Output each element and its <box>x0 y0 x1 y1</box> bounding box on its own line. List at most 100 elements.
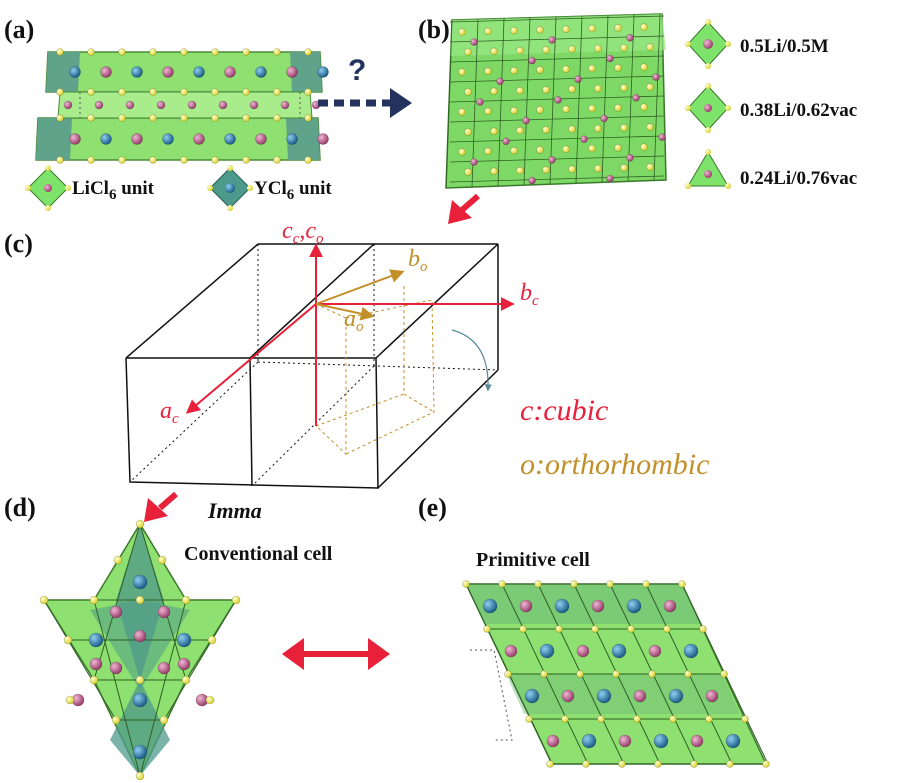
legend-cubic: c:cubic <box>520 394 608 427</box>
chlorine-atom <box>458 108 466 116</box>
chlorine-atom <box>576 670 584 678</box>
lithium-atom <box>157 605 171 619</box>
lithium-atom <box>249 100 259 110</box>
chlorine-atom <box>504 670 512 678</box>
chlorine-atom <box>211 48 219 56</box>
chlorine-atom <box>594 164 602 173</box>
legend-mixed: 0.5Li/0.5M <box>685 19 829 69</box>
chlorine-atom <box>620 164 628 172</box>
yttrium-atom <box>100 133 112 145</box>
chlorine-atom <box>588 64 596 73</box>
chlorine-atom <box>135 519 145 529</box>
conventional-cell-title: Conventional cell <box>184 543 333 565</box>
chlorine-atom <box>87 114 95 122</box>
chlorine-atom <box>612 670 620 678</box>
red-pointer-c-to-d <box>144 491 178 522</box>
chlorine-atom <box>582 760 590 768</box>
orthorhombic-axes <box>315 269 405 321</box>
chlorine-atom <box>536 66 544 74</box>
legend-licl6-label: LiCl6 unit <box>72 178 155 203</box>
chlorine-atom <box>490 167 498 176</box>
chlorine-atom <box>273 48 281 56</box>
chlorine-atom <box>87 88 95 96</box>
lithium-atom <box>125 100 135 110</box>
lithium-atom <box>131 133 143 145</box>
chlorine-atom <box>458 28 466 36</box>
lithium-atom <box>109 605 123 619</box>
chlorine-atom <box>594 44 602 53</box>
lithium-atom <box>580 135 588 143</box>
chlorine-atom <box>56 114 64 122</box>
lithium-atom <box>286 66 298 78</box>
chlorine-atom <box>640 143 648 151</box>
chlorine-atom <box>113 555 123 565</box>
chlorine-atom <box>568 45 576 54</box>
lithium-atom <box>177 657 191 671</box>
chlorine-atom <box>149 48 157 56</box>
yttrium-atom <box>286 133 298 145</box>
lithium-atom <box>187 100 197 110</box>
lithium-atom <box>224 66 236 78</box>
lithium-atom <box>626 154 634 162</box>
chlorine-atom <box>516 86 524 95</box>
unit-cell-box <box>125 243 499 489</box>
lithium-atom <box>89 657 103 671</box>
chlorine-atom <box>646 163 654 171</box>
chlorine-atom <box>726 760 734 768</box>
chlorine-atom <box>594 84 602 93</box>
orthorhombic-cell <box>315 286 435 456</box>
transformation-arrow: ? <box>318 54 412 118</box>
chlorine-atom <box>87 48 95 56</box>
legend-ycl6: YCl6 unit <box>207 165 332 211</box>
conventional-cell-structure <box>39 519 241 781</box>
chlorine-atom <box>39 595 49 605</box>
chlorine-atom <box>181 675 191 685</box>
chlorine-atom <box>568 125 576 133</box>
chlorine-atom <box>205 695 215 705</box>
lithium-atom <box>502 137 510 146</box>
yttrium-atom <box>193 66 205 78</box>
chlorine-atom <box>594 124 602 133</box>
chlorine-atom <box>483 625 491 633</box>
chlorine-atom <box>56 88 64 96</box>
yttrium-atom <box>317 66 329 78</box>
chlorine-atom <box>642 580 650 588</box>
chlorine-atom <box>159 715 169 725</box>
chlorine-atom <box>484 67 492 76</box>
chlorine-atom <box>540 670 548 678</box>
lithium-atom <box>606 174 614 183</box>
ycl6-octahedron-icon <box>207 165 253 211</box>
chlorine-atom <box>242 114 250 122</box>
chlorine-atom <box>536 106 544 114</box>
chlorine-atom <box>89 675 99 685</box>
chlorine-atom <box>111 715 121 725</box>
chlorine-atom <box>149 88 157 96</box>
yttrium-atom <box>162 133 174 145</box>
yttrium-atom <box>581 733 597 749</box>
chlorine-atom <box>546 760 554 768</box>
chlorine-atom <box>484 27 492 36</box>
chlorine-atom <box>510 146 518 155</box>
chlorine-atom <box>63 635 73 645</box>
chlorine-atom <box>588 104 596 113</box>
primitive-cell-structure <box>462 580 770 768</box>
chlorine-atom <box>614 104 622 112</box>
legend-tetrahedron: 0.24Li/0.76vac <box>685 149 857 189</box>
chlorine-atom <box>614 64 622 72</box>
lithium-atom <box>658 133 666 141</box>
chlorine-atom <box>542 86 550 94</box>
lithium-atom <box>63 100 73 110</box>
chlorine-atom <box>705 715 713 723</box>
chlorine-atom <box>118 156 126 164</box>
question-mark: ? <box>348 54 366 87</box>
chlorine-atom <box>618 760 626 768</box>
chlorine-atom <box>646 83 654 91</box>
lithium-atom <box>574 75 582 83</box>
legend-licl6: LiCl6 unit <box>25 165 155 211</box>
panel-label-e: (e) <box>418 493 447 522</box>
chlorine-atom <box>519 625 527 633</box>
axis-label-bo: bo <box>408 246 428 275</box>
red-pointer-b-to-c <box>448 193 480 224</box>
chlorine-atom <box>211 114 219 122</box>
